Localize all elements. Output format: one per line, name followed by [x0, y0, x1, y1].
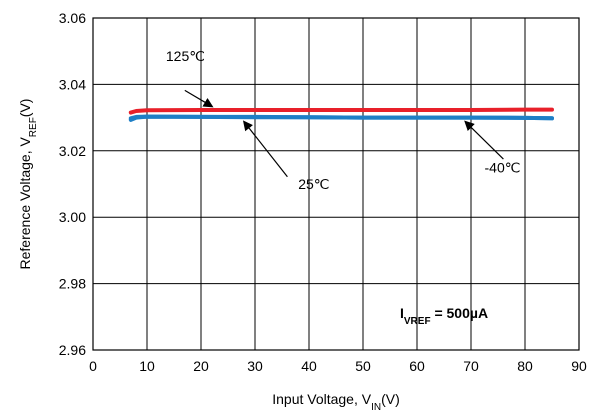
series-line-125 [128, 107, 554, 115]
annotation-arrow [464, 120, 504, 160]
annotation-arrow [184, 89, 214, 108]
y-tick-label: 3.06 [59, 10, 86, 26]
y-axis-title-tail: (V) [17, 99, 33, 118]
x-tick-labels: 0 10 20 30 40 50 60 70 80 90 [89, 358, 587, 374]
annotations: 125℃ 25℃ -40℃ [166, 48, 521, 192]
y-axis-title: Reference Voltage, VREF(V) [17, 99, 39, 270]
condition-tail: = 500µA [431, 305, 489, 321]
series-line--40 [128, 114, 554, 121]
x-tick-label: 60 [409, 358, 425, 374]
x-tick-label: 90 [571, 358, 587, 374]
x-tick-label: 20 [193, 358, 209, 374]
series-lines [128, 107, 554, 122]
x-tick-label: 50 [355, 358, 371, 374]
y-tick-label: 3.00 [59, 209, 86, 225]
y-axis-title-main: Reference Voltage, V [17, 137, 33, 270]
condition-sub: VREF [404, 316, 431, 327]
test-condition-label: IVREF = 500µA [400, 305, 488, 327]
x-axis-title-tail: (V) [381, 391, 400, 407]
y-tick-labels: 2.96 2.98 3.00 3.02 3.04 3.06 [59, 10, 86, 358]
y-axis-title-sub: REF [28, 117, 39, 137]
x-tick-label: 0 [89, 358, 97, 374]
x-tick-label: 40 [301, 358, 317, 374]
x-tick-label: 80 [517, 358, 533, 374]
y-tick-label: 2.96 [59, 342, 86, 358]
x-tick-label: 10 [139, 358, 155, 374]
x-tick-label: 30 [247, 358, 263, 374]
x-axis-title-main: Input Voltage, V [272, 391, 372, 407]
annotation-label: 125℃ [166, 48, 205, 64]
plot-background [93, 18, 579, 350]
x-axis-title-sub: IN [371, 402, 381, 413]
condition-main: I [400, 305, 404, 321]
x-tick-label: 70 [463, 358, 479, 374]
annotation-label: 25℃ [298, 176, 329, 192]
x-axis-title: Input Voltage, VIN(V) [272, 391, 400, 413]
annotation-arrow [242, 120, 288, 178]
annotation-label: -40℃ [485, 159, 521, 175]
y-tick-label: 3.04 [59, 76, 86, 92]
y-tick-label: 2.98 [59, 276, 86, 292]
y-tick-label: 3.02 [59, 143, 86, 159]
plot-border [92, 17, 580, 351]
